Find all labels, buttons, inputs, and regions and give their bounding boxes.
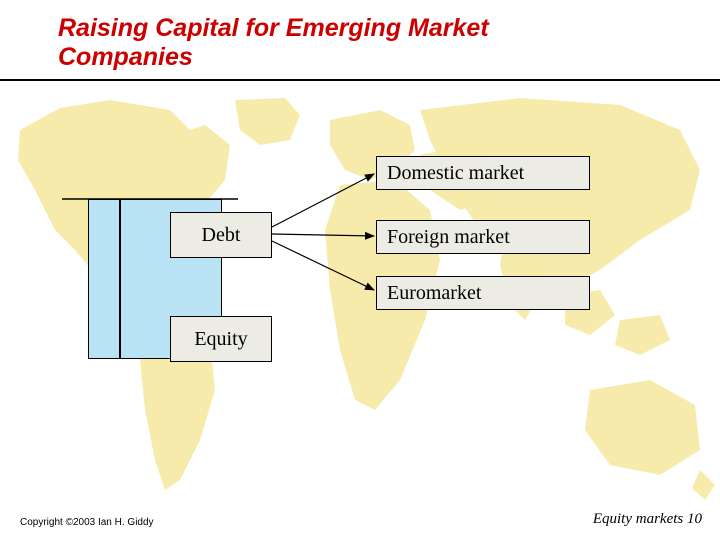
source-box-left xyxy=(88,199,120,359)
market-label-euro: Euromarket xyxy=(387,282,481,305)
arrow-to-euro xyxy=(272,241,374,290)
arrow-to-domestic xyxy=(272,174,374,227)
slide-title: Raising Capital for Emerging Market Comp… xyxy=(58,14,489,72)
market-box-foreign: Foreign market xyxy=(376,220,590,254)
debt-box: Debt xyxy=(170,212,272,258)
footer-copyright: Copyright ©2003 Ian H. Giddy xyxy=(20,517,154,528)
market-label-foreign: Foreign market xyxy=(387,226,510,249)
arrow-to-foreign xyxy=(272,234,374,236)
equity-box: Equity xyxy=(170,316,272,362)
market-box-euro: Euromarket xyxy=(376,276,590,310)
title-line2: Companies xyxy=(58,43,489,72)
market-label-domestic: Domestic market xyxy=(387,162,524,185)
footer-pager-number: 10 xyxy=(687,511,702,527)
market-box-domestic: Domestic market xyxy=(376,156,590,190)
footer-pager-prefix: Equity markets xyxy=(593,511,687,527)
footer-pager: Equity markets 10 xyxy=(593,511,702,528)
equity-label: Equity xyxy=(194,328,247,351)
title-underline xyxy=(0,79,720,81)
debt-label: Debt xyxy=(202,224,241,247)
title-line1: Raising Capital for Emerging Market xyxy=(58,14,489,43)
